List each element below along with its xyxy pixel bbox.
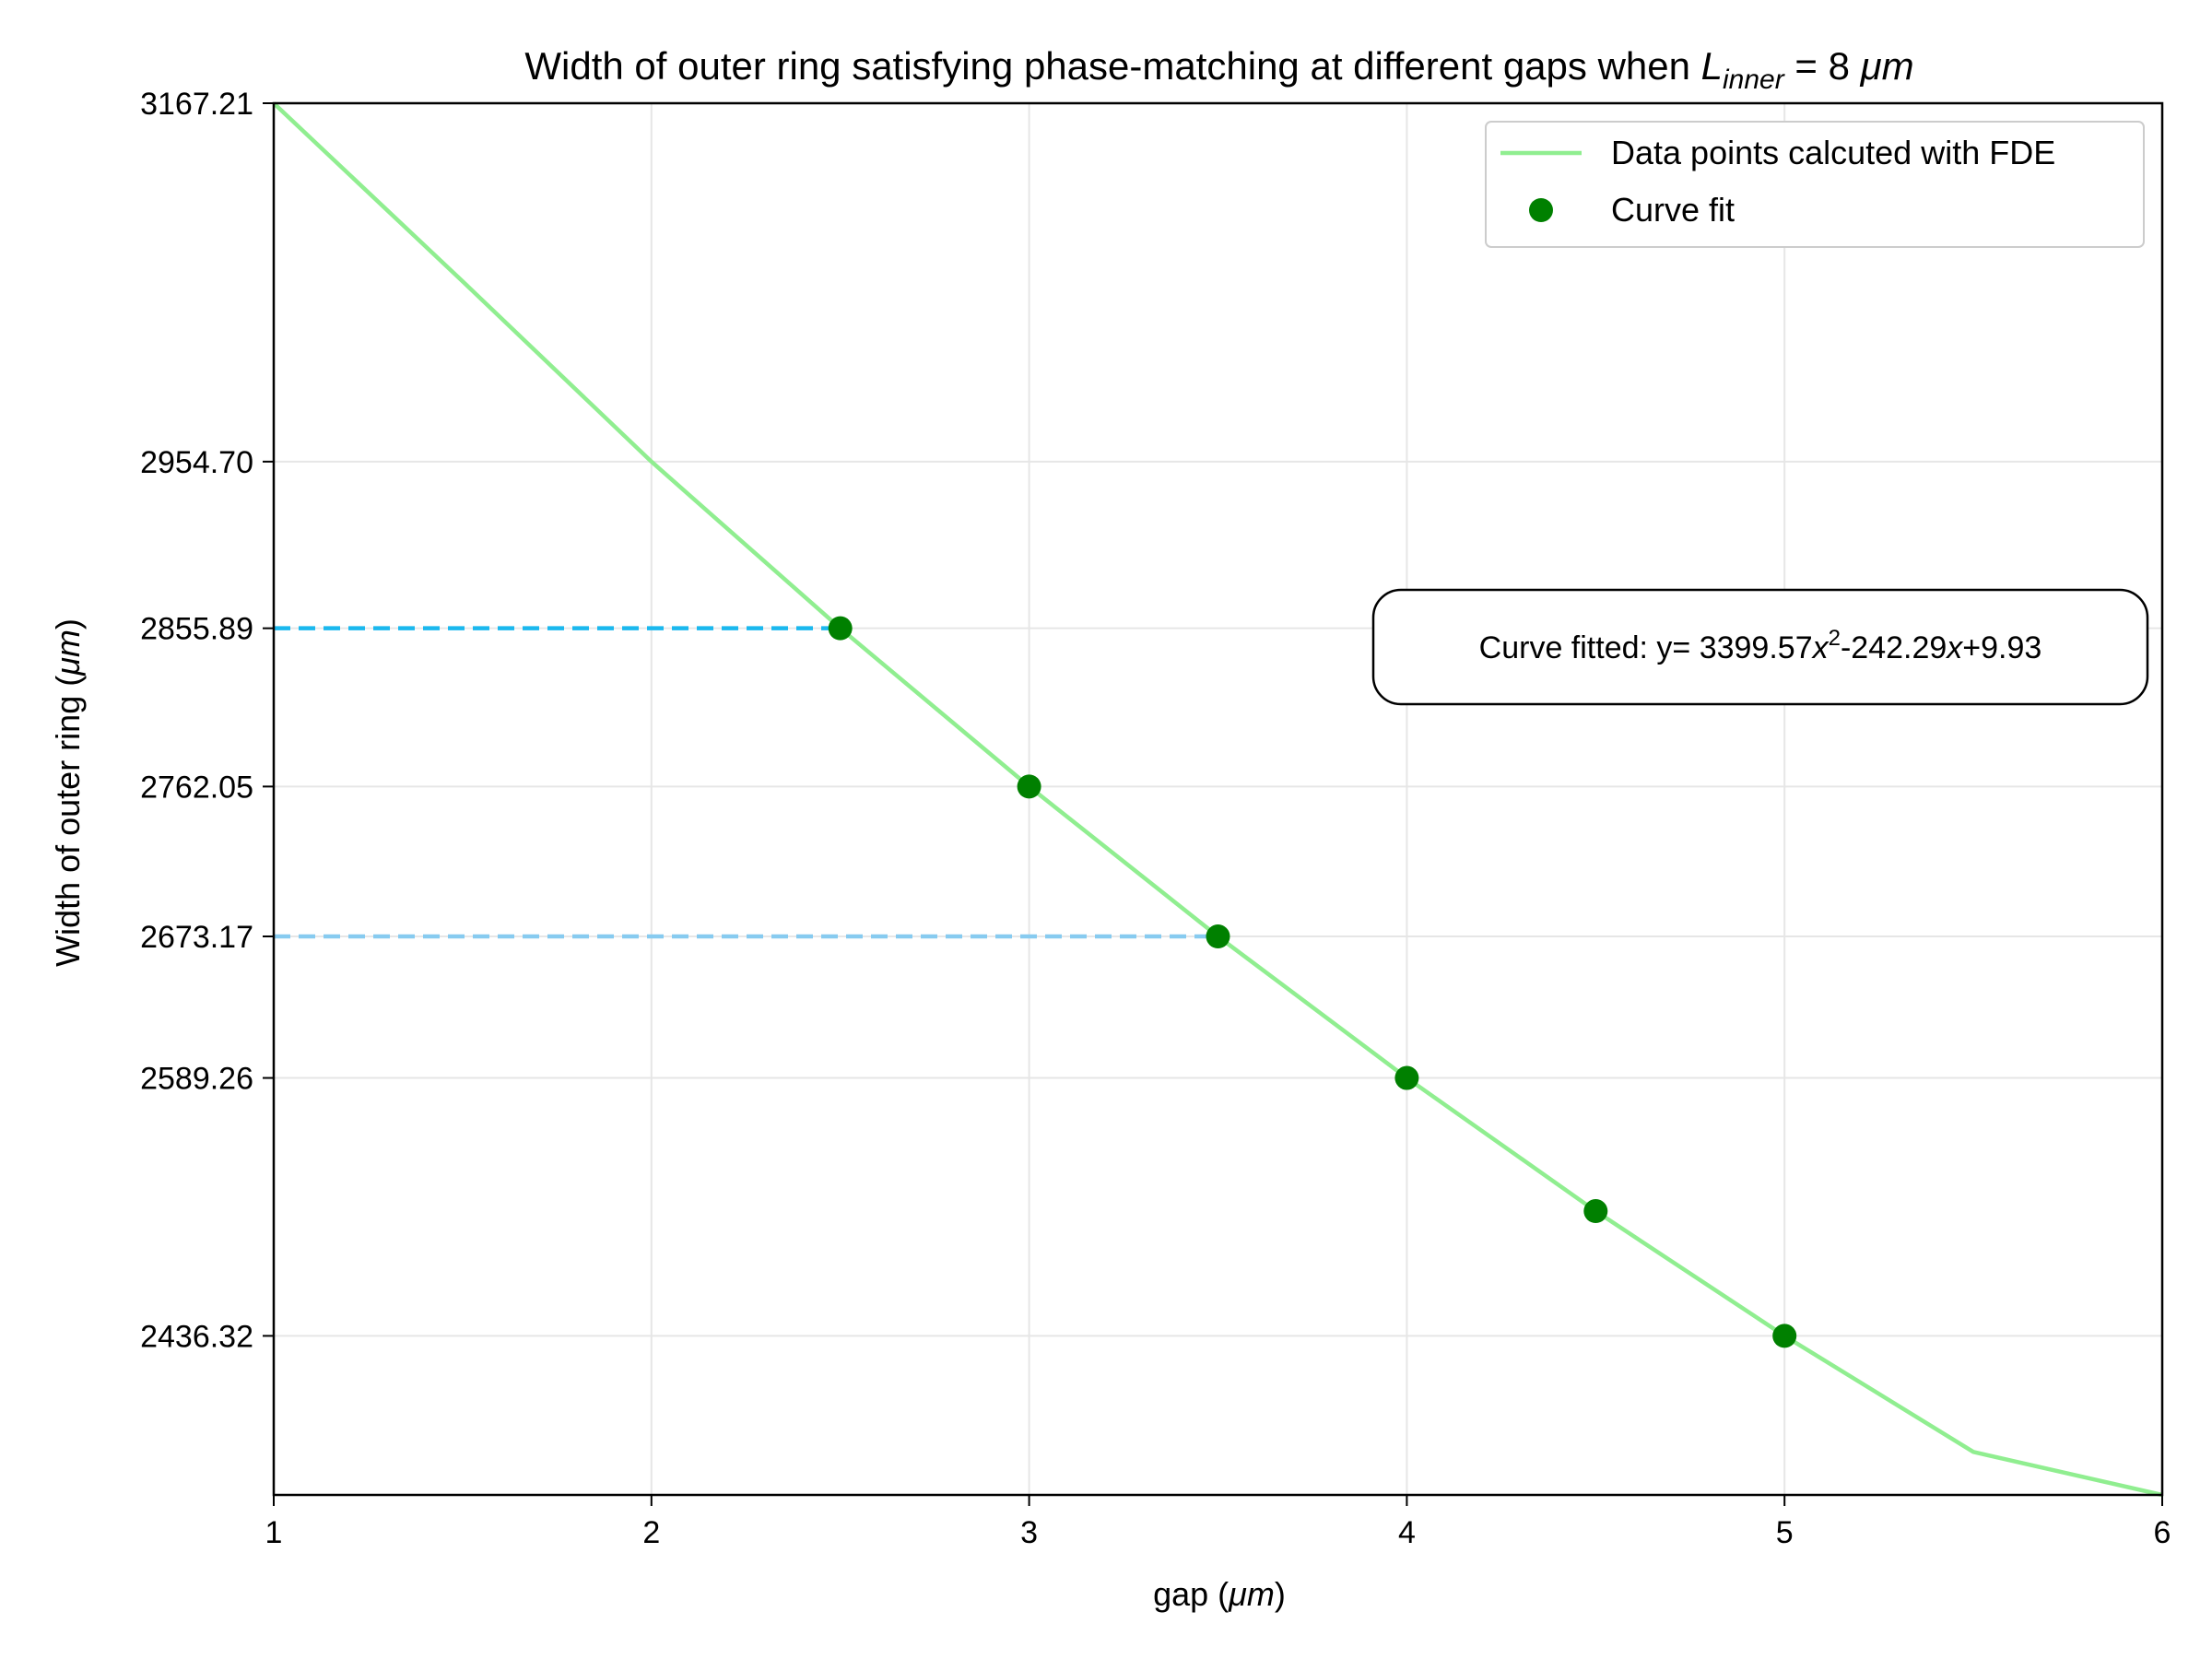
title-suffix: = 8	[1784, 44, 1861, 88]
annotation-text: Curve fitted: y= 3399.57x2-242.29x+9.93	[1479, 626, 2042, 665]
x-tick-label: 2	[642, 1515, 660, 1550]
x-axis-label-unit: μm	[1228, 1575, 1275, 1613]
fit-annotation: Curve fitted: y= 3399.57x2-242.29x+9.93	[1371, 588, 2149, 706]
title-unit: μm	[1860, 44, 1914, 88]
legend-entry-fde: Data points calcuted with FDE	[1611, 134, 2055, 171]
series	[272, 101, 2163, 1498]
y-axis-label-close: )	[49, 618, 87, 629]
y-axis-label: Width of outer ring (μm)	[49, 618, 87, 967]
x-tick-label: 6	[2154, 1515, 2171, 1550]
x-axis-label: gap (μm)	[1153, 1575, 1286, 1613]
x-tick-label: 1	[265, 1515, 283, 1550]
x-tick-label: 4	[1398, 1515, 1416, 1550]
y-axis-label-text: Width of outer ring (	[49, 676, 87, 967]
data-point	[1394, 1065, 1419, 1090]
y-tick-label: 2589.26	[140, 1062, 253, 1097]
y-tick-label: 2673.17	[140, 920, 253, 955]
legend-box	[1485, 121, 2145, 248]
x-tick-label: 5	[1776, 1515, 1794, 1550]
y-tick-label: 2855.89	[140, 612, 253, 647]
y-tick-label: 2436.32	[140, 1319, 253, 1354]
reference-lines	[274, 626, 1218, 939]
title-symbol: L	[1701, 44, 1723, 88]
annotation-exponent: 2	[1829, 626, 1841, 651]
x-axis-label-text: gap (	[1153, 1575, 1229, 1613]
x-axis: 1 2 3 4 5 6	[265, 1495, 2171, 1550]
x-axis-label-close: )	[1275, 1575, 1286, 1613]
data-point	[1772, 1324, 1797, 1348]
y-tick-label: 2954.70	[140, 445, 253, 480]
annotation-suffix: +9.93	[1962, 630, 2041, 665]
x-tick-label: 3	[1020, 1515, 1038, 1550]
annotation-prefix: Curve fitted: y= 3399.57	[1479, 630, 1813, 665]
annotation-var2: x	[1945, 630, 1963, 665]
y-tick-label: 3167.21	[140, 87, 253, 122]
legend-entry-fit: Curve fit	[1611, 191, 1735, 229]
y-axis: 2436.32 2589.26 2673.17 2762.05 2855.89 2954.…	[140, 87, 274, 1354]
chart-title: Width of outer ring satisfying phase-mat…	[524, 44, 1913, 95]
title-subscript: inner	[1723, 65, 1785, 95]
legend: Data points calcuted with FDE Curve fit	[1485, 121, 2145, 248]
y-axis-label-unit: μm	[49, 629, 87, 677]
annotation-middle: -242.29	[1841, 630, 1947, 665]
data-point	[1206, 924, 1230, 949]
legend-swatch-dot	[1529, 198, 1553, 222]
y-tick-label: 2762.05	[140, 770, 253, 805]
annotation-box	[1371, 588, 2149, 706]
plot-frame	[272, 101, 2164, 1497]
data-point	[828, 616, 853, 641]
data-point	[1583, 1199, 1608, 1224]
data-point	[1017, 774, 1041, 799]
annotation-var1: x	[1811, 630, 1830, 665]
title-prefix: Width of outer ring satisfying phase-mat…	[524, 44, 1700, 88]
